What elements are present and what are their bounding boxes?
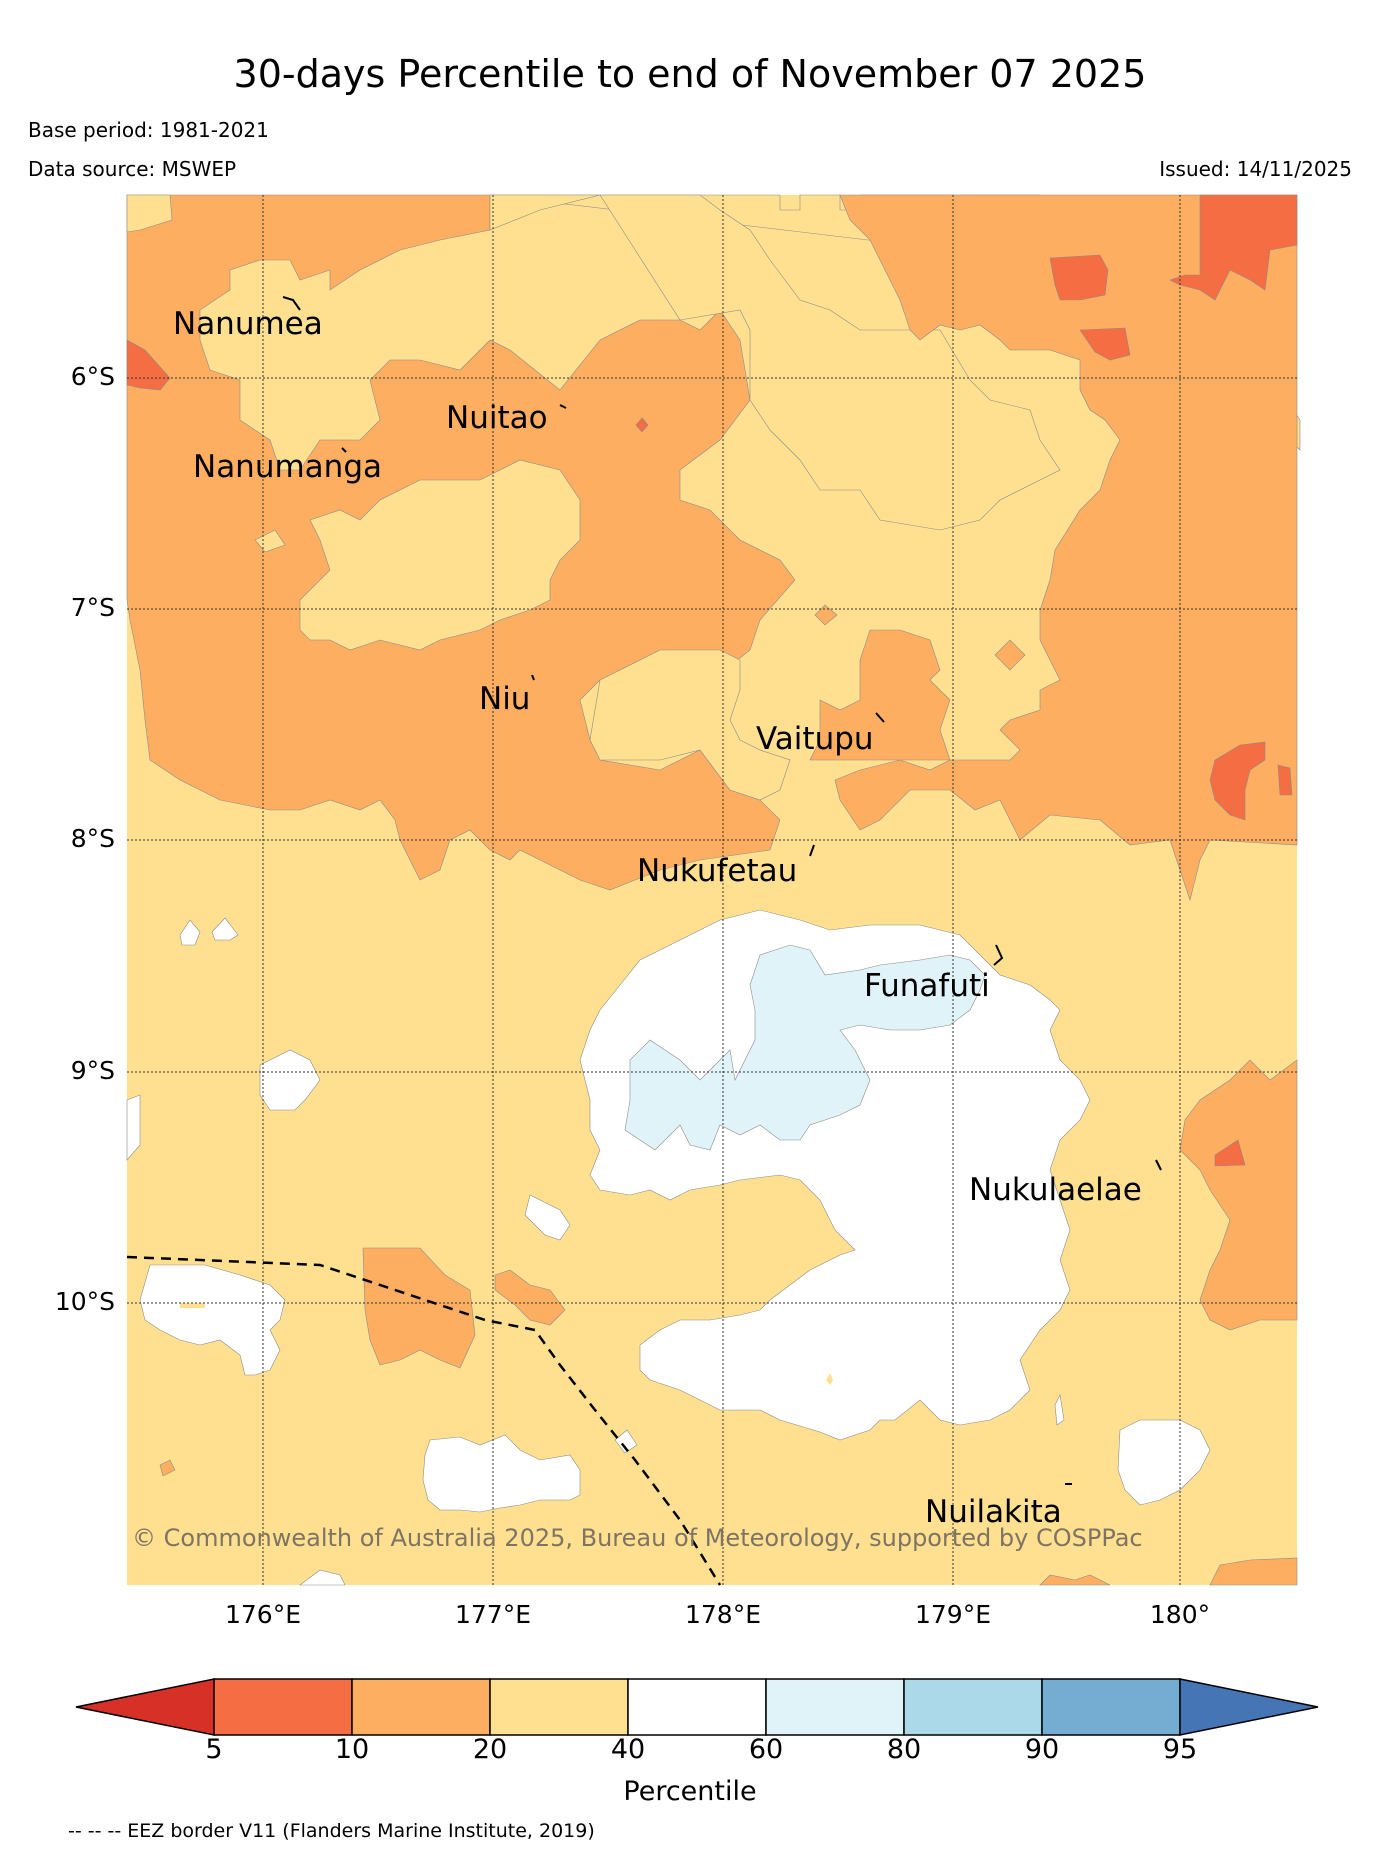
region-10-20-dot-b	[814, 604, 838, 626]
lat-label-6s: 6°S	[70, 362, 115, 391]
region-20-40-hole-b	[589, 649, 791, 801]
region-5-10-southeast	[1214, 1139, 1246, 1167]
region-10-20-bottom-right	[1209, 1557, 1298, 1586]
issued-date: Issued: 14/11/2025	[1159, 157, 1352, 181]
lat-label-8s: 8°S	[70, 824, 115, 853]
region-40-60-b	[126, 1094, 141, 1161]
lat-label-9s: 9°S	[70, 1056, 115, 1085]
colorbar-tick-95: 95	[1162, 1734, 1198, 1765]
region-5-10-dot	[635, 417, 649, 433]
region-40-60-j	[299, 1569, 346, 1586]
region-40-60-c	[139, 1264, 286, 1376]
colorbar-label: Percentile	[623, 1776, 757, 1807]
gridlines	[127, 195, 1297, 1585]
colorbar-tick-90: 90	[1024, 1734, 1060, 1765]
lat-label-10s: 10°S	[54, 1287, 115, 1316]
region-5-10-ne-c	[1079, 327, 1131, 361]
colorbar-tick-40: 40	[610, 1734, 646, 1765]
region-10-20-southeast	[1179, 1059, 1298, 1331]
island-shapes	[282, 296, 1162, 1485]
lat-label-7s: 7°S	[70, 593, 115, 622]
copyright-notice: © Commonwealth of Australia 2025, Bureau…	[132, 1524, 1143, 1552]
colorbar-extend-high	[1179, 1678, 1319, 1736]
colorbar	[75, 1678, 1319, 1736]
region-40-60-g	[179, 919, 201, 946]
colorbar-tick-60: 60	[748, 1734, 784, 1765]
region-40-60-h	[211, 917, 239, 941]
colorbar-40-60	[627, 1678, 767, 1736]
colorbar-10-20	[351, 1678, 491, 1736]
colorbar-tick-20: 20	[472, 1734, 508, 1765]
colorbar-60-80	[765, 1678, 905, 1736]
place-label-niu: Niu	[479, 681, 531, 717]
place-label-funafuti: Funafuti	[864, 968, 990, 1004]
region-10-20-east	[809, 194, 1298, 902]
place-label-nanumea: Nanumea	[173, 306, 323, 342]
region-40-60-d	[524, 1194, 571, 1241]
region-10-20-bottom-mid	[1039, 1574, 1111, 1586]
place-label-nanumanga: Nanumanga	[193, 449, 382, 485]
lon-label-176e: 176°E	[224, 1600, 301, 1629]
region-5-10-east-b	[1277, 764, 1293, 796]
region-60-80-center	[624, 944, 986, 1151]
colorbar-90-95	[1041, 1678, 1181, 1736]
colorbar-tick-80: 80	[886, 1734, 922, 1765]
lon-label-179e: 179°E	[914, 1600, 991, 1629]
colorbar-80-90	[903, 1678, 1043, 1736]
region-10-20-dot-c	[994, 639, 1026, 671]
region-5-10-ne-b	[1049, 254, 1109, 301]
colorbar-tick-10: 10	[334, 1734, 370, 1765]
colorbar-20-40	[489, 1678, 629, 1736]
lon-label-180: 180°	[1149, 1600, 1211, 1629]
base-period: Base period: 1981-2021	[28, 118, 269, 142]
colorbar-extend-low	[75, 1678, 215, 1736]
region-40-60-center	[579, 909, 1091, 1441]
region-20-40-dot-a	[180, 1303, 205, 1308]
region-20-40-hole-a	[299, 459, 581, 651]
colorbar-tick-5: 5	[205, 1734, 223, 1765]
place-label-vaitupu: Vaitupu	[756, 721, 874, 757]
map-title: 30-days Percentile to end of November 07…	[233, 52, 1147, 96]
place-label-nuitao: Nuitao	[446, 400, 548, 436]
place-label-nuilakita: Nuilakita	[925, 1494, 1062, 1530]
region-10-20-south-b	[494, 1269, 566, 1326]
region-40-60-e	[422, 1434, 581, 1513]
colorbar-5-10	[213, 1678, 353, 1736]
eez-legend-note: -- -- -- EEZ border V11 (Flanders Marine…	[68, 1820, 595, 1842]
region-20-40-dot-b	[826, 1373, 833, 1385]
region-40-60-i	[614, 1429, 638, 1454]
region-20-40-center-fill	[489, 194, 1061, 531]
region-10-20-south-a	[362, 1247, 476, 1369]
region-5-10-ne-corner	[1169, 194, 1298, 301]
place-label-nukufetau: Nukufetau	[637, 853, 798, 889]
region-20-40-hole-c	[126, 194, 173, 233]
region-5-10-east-a	[1209, 741, 1266, 821]
region-20-40-hole-d	[254, 529, 286, 553]
place-label-nukulaelae: Nukulaelae	[969, 1172, 1142, 1208]
region-40-60-k	[1054, 1394, 1065, 1426]
region-10-20-dot-a	[159, 1459, 176, 1477]
eez-border	[126, 1255, 722, 1586]
data-source: Data source: MSWEP	[28, 157, 237, 181]
lon-label-178e: 178°E	[684, 1600, 761, 1629]
region-40-60-f	[1117, 1419, 1211, 1506]
lon-label-177e: 177°E	[454, 1600, 531, 1629]
